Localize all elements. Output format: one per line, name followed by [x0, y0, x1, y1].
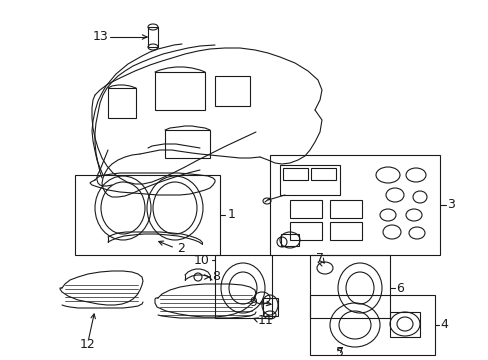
Text: 9: 9 [248, 296, 257, 309]
Bar [108, 88, 136, 118]
Bar [329, 200, 361, 218]
Text: 3: 3 [446, 198, 454, 211]
Text: 8: 8 [212, 270, 220, 284]
Bar [263, 298, 278, 316]
Bar [155, 72, 204, 110]
Text: 6: 6 [395, 282, 403, 294]
Bar [281, 234, 298, 246]
Bar [310, 168, 335, 180]
Text: 11: 11 [258, 314, 273, 327]
Text: 1: 1 [227, 208, 235, 221]
Text: 12: 12 [80, 338, 96, 351]
Bar [309, 295, 434, 355]
Bar [164, 130, 209, 158]
Bar [215, 255, 271, 318]
Bar [309, 255, 389, 318]
Text: 7: 7 [315, 252, 324, 265]
Text: 5: 5 [335, 346, 343, 359]
Bar [148, 27, 158, 47]
Bar [215, 76, 249, 106]
Bar [329, 222, 361, 240]
Bar [283, 168, 307, 180]
Bar [289, 222, 321, 240]
Text: 10: 10 [194, 253, 209, 266]
Bar [289, 200, 321, 218]
Bar [75, 175, 220, 255]
Bar [280, 165, 339, 195]
Text: 4: 4 [439, 319, 447, 332]
Bar [269, 155, 439, 255]
Bar [389, 312, 419, 337]
Text: 2: 2 [177, 242, 184, 255]
Text: 13: 13 [92, 31, 108, 44]
